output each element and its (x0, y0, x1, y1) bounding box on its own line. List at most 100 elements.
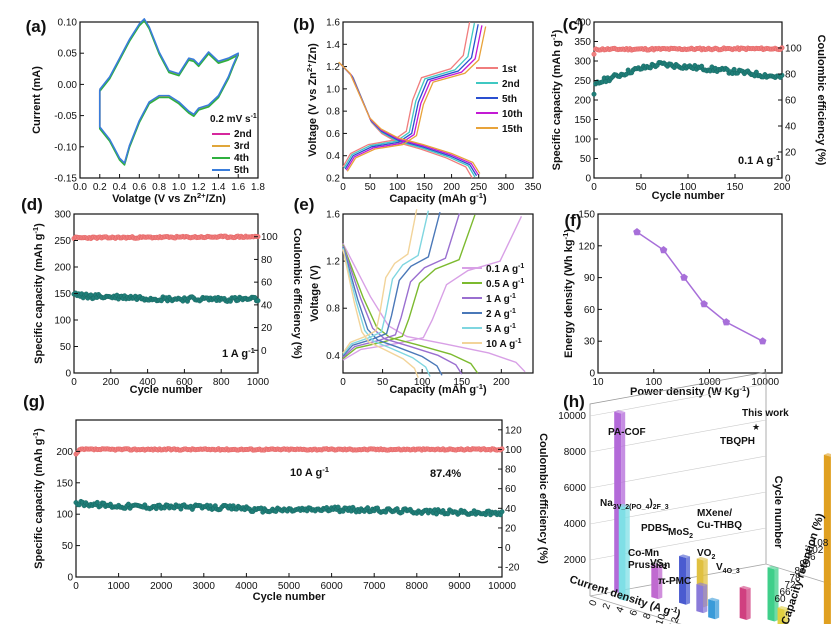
efficiency-point (591, 51, 597, 57)
y-tick-label: 6000 (564, 483, 587, 494)
y-tick-label: 300 (574, 57, 591, 68)
y-tick-label: 150 (574, 115, 591, 126)
x-tick-label: 150 (727, 182, 744, 193)
y-tick-label: 200 (56, 447, 73, 458)
x-tick-label: 0.8 (152, 182, 166, 193)
z-tick-label: 96 (804, 552, 816, 563)
y-tick-label: 100 (54, 316, 71, 327)
x-tick-label: 50 (365, 182, 377, 193)
y-axis-label: Specific capacity (mAh g-1​) (549, 29, 563, 170)
x-axis-label: Cycle number (652, 190, 725, 202)
y-tick-label: 1.0 (326, 84, 340, 95)
plot-frame (79, 21, 259, 179)
y-tick-label: 8000 (564, 447, 587, 458)
y-tick-label: 400 (574, 18, 591, 29)
bar-top (739, 585, 751, 590)
z-tick-label: 72 (784, 580, 796, 591)
x-tick-label: 1.2 (192, 182, 206, 193)
y-tick-label: 4000 (564, 519, 587, 530)
legend-label: 15th (502, 124, 523, 135)
plot-frame (342, 213, 534, 374)
y2-tick-label: 100 (785, 44, 802, 55)
bar-side (774, 567, 779, 622)
capacity-point (255, 298, 261, 304)
x-tick-label: 10000 (751, 377, 779, 388)
x-tick-label: 0 (340, 377, 346, 388)
y2-tick-label: -20 (505, 563, 520, 574)
z-tick-label: 102 (807, 545, 824, 556)
y-tick-label: 0.00 (58, 80, 78, 91)
y2-tick-label: 20 (505, 523, 517, 534)
y-tick-label: 250 (574, 76, 591, 87)
x-tick-label: 12 (668, 615, 682, 624)
panel-label: (d) (21, 195, 43, 214)
y-tick-label: 350 (574, 37, 591, 48)
plot-frame (597, 213, 783, 374)
legend-label: 2nd (502, 79, 520, 90)
z-tick-label: 66 (779, 587, 791, 598)
charge-curve (342, 210, 430, 355)
x-tick-label: 8 (642, 611, 654, 620)
y2-tick-label: 20 (785, 148, 797, 159)
x-axis-label: Capacity (mAh g-1​) (389, 191, 487, 205)
y2-axis-label: Coulombic efficiency (%) (815, 35, 827, 166)
panel-b: 0 50 100 150 200 250 300 350 0.2 0.4 0.6 0.8 1.0 1.2 1… (293, 15, 542, 205)
discharge-curve (342, 244, 479, 374)
x-tick-label: 0 (71, 377, 77, 388)
y-tick-label: 200 (54, 263, 71, 274)
bar-front (739, 587, 747, 621)
y2-tick-label: 0 (261, 346, 267, 357)
bar-front (767, 567, 775, 622)
rate-annotation: 10 A g-1​ (290, 465, 330, 479)
panel-d: 0 200 400 600 800 1000 0 50 100 150 200 250 300 0 20 40… (21, 195, 303, 396)
y-tick-label: 1.4 (326, 40, 340, 51)
y-tick-label: 50 (580, 154, 592, 165)
legend-label: 2 A g-1​ (486, 308, 516, 320)
x-tick-label: 300 (498, 182, 515, 193)
y2-tick-label: 40 (261, 300, 273, 311)
y-tick-label: 0.8 (326, 107, 340, 118)
ragone-point (633, 228, 641, 236)
x-tick-label: 8000 (406, 581, 429, 592)
legend-label: 0.1 A g-1​ (486, 263, 524, 275)
bar-side (686, 556, 691, 605)
bar-front (651, 564, 659, 600)
bar-top (777, 605, 789, 610)
x-axis-label: Cycle number (253, 591, 326, 603)
panel-c: 0 50 100 150 2000501001502002503003504000204… (549, 15, 827, 202)
legend-label: 1 A g-1​ (486, 293, 516, 305)
x-tick-label: 0.6 (132, 182, 146, 193)
x-tick-label: 1.8 (251, 182, 265, 193)
x-tick-label: 4000 (235, 581, 258, 592)
x-tick-label: 10 (592, 377, 604, 388)
bar-top (823, 453, 831, 457)
legend-label: 5th (502, 94, 517, 105)
bar-label: TBQPH (720, 436, 755, 447)
ragone-point (722, 318, 731, 326)
x-tick-label: 100 (680, 182, 697, 193)
x-tick-label: 0 (340, 182, 346, 193)
y-tick-label: 0 (589, 369, 595, 380)
x-tick-label: 0 (73, 581, 79, 592)
bar-top (708, 597, 720, 602)
y2-tick-label: 20 (261, 323, 273, 334)
y2-axis-label: Coulombic efficiency (%) (291, 228, 303, 359)
y-axis-label: Energy density (Wh kg-1​) (561, 229, 575, 358)
charge-curve (342, 209, 418, 354)
y-axis-label: Cycle number (772, 476, 784, 549)
y-tick-label: 90 (584, 273, 596, 284)
cv-curve (98, 19, 240, 166)
legend-label: 1st (502, 64, 517, 75)
panel-label: (a) (26, 17, 47, 36)
x-tick-label: 100 (414, 377, 431, 388)
z-tick-label: 90 (799, 559, 811, 570)
y2-tick-label: 60 (261, 278, 273, 289)
y-tick-label: 0.4 (326, 151, 340, 162)
y2-tick-label: 60 (785, 96, 797, 107)
y-tick-label: 60 (584, 305, 596, 316)
x-tick-label: 0 (588, 598, 600, 607)
legend-label: 0.5 A g-1​ (486, 278, 524, 290)
x-tick-label: 0.4 (113, 182, 127, 193)
x-tick-label: 1.4 (211, 182, 225, 193)
